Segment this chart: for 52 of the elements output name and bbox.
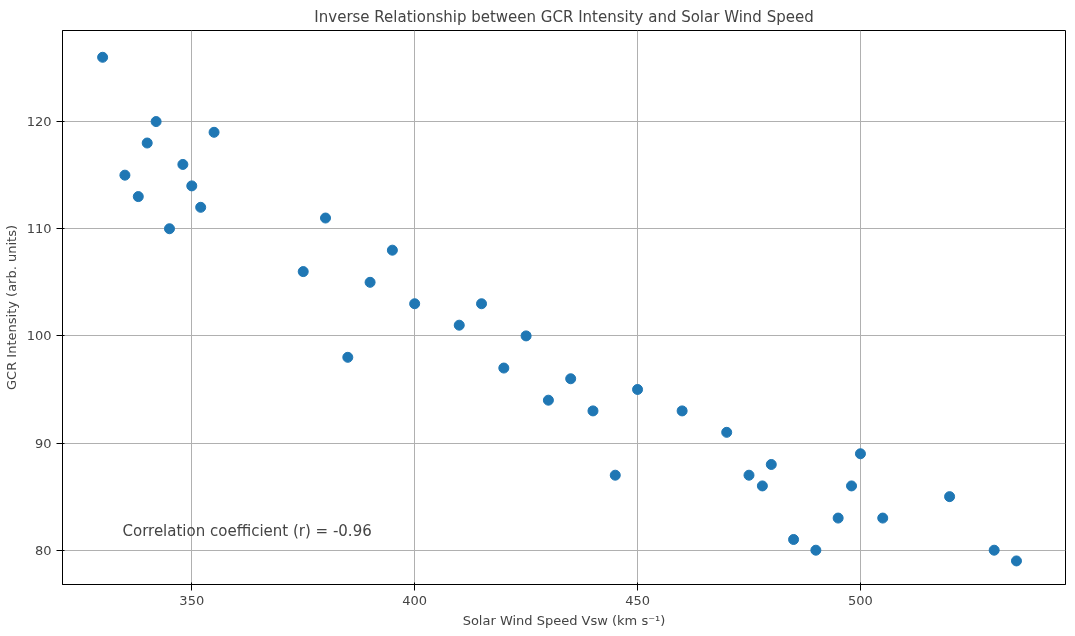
point bbox=[721, 426, 733, 438]
point bbox=[944, 491, 956, 503]
point bbox=[453, 319, 465, 331]
point bbox=[163, 223, 175, 235]
point bbox=[364, 276, 376, 288]
point bbox=[297, 266, 309, 278]
x-tick-label: 500 bbox=[848, 592, 873, 608]
point bbox=[141, 137, 153, 149]
point bbox=[342, 351, 354, 363]
point bbox=[386, 244, 398, 256]
point bbox=[186, 180, 198, 192]
x-tick-label: 400 bbox=[402, 592, 428, 608]
point bbox=[632, 383, 644, 395]
point bbox=[846, 480, 858, 492]
point bbox=[587, 405, 599, 417]
y-axis-title: GCR Intensity (arb. units) bbox=[3, 225, 19, 390]
point bbox=[854, 448, 866, 460]
point bbox=[877, 512, 889, 524]
point bbox=[320, 212, 332, 224]
point bbox=[765, 458, 777, 470]
x-tick-label: 450 bbox=[625, 592, 650, 608]
point bbox=[743, 469, 755, 481]
point bbox=[119, 169, 131, 181]
y-tick-label: 120 bbox=[26, 114, 52, 130]
point bbox=[832, 512, 844, 524]
chart-title: Inverse Relationship between GCR Intensity and Solar Wind Speed bbox=[314, 7, 814, 26]
point bbox=[1010, 555, 1022, 567]
point bbox=[132, 191, 144, 203]
point bbox=[676, 405, 688, 417]
x-tick-label: 350 bbox=[179, 592, 205, 608]
point bbox=[177, 158, 189, 170]
point bbox=[520, 330, 532, 342]
point bbox=[756, 480, 768, 492]
y-tick-label: 100 bbox=[26, 328, 52, 344]
point bbox=[97, 51, 109, 63]
point bbox=[542, 394, 554, 406]
point bbox=[208, 126, 220, 138]
point bbox=[476, 298, 488, 310]
annotation: Correlation coefficient (r) = -0.96 bbox=[122, 521, 372, 540]
point bbox=[810, 544, 822, 556]
point bbox=[195, 201, 207, 213]
point bbox=[565, 373, 577, 385]
x-axis-title: Solar Wind Speed Vsw (km s⁻¹) bbox=[462, 612, 666, 628]
point bbox=[409, 298, 421, 310]
y-tick-label: 80 bbox=[34, 542, 52, 558]
point bbox=[150, 116, 162, 128]
y-tick-label: 90 bbox=[34, 435, 52, 451]
point bbox=[788, 534, 800, 545]
y-tick-label: 110 bbox=[26, 221, 52, 237]
point bbox=[498, 362, 510, 374]
point bbox=[988, 544, 1000, 556]
point bbox=[609, 469, 621, 481]
